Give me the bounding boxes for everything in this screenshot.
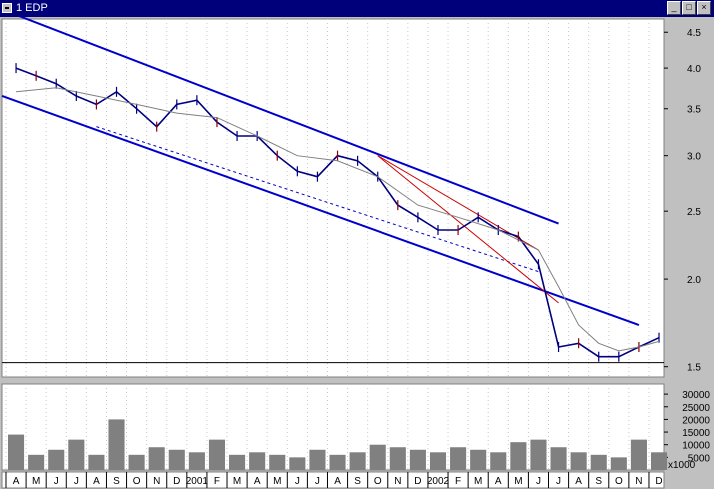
price-y-tick-label: 4.5 [687, 28, 701, 39]
x-tick-label: A [334, 476, 341, 487]
price-y-tick-label: 4.0 [687, 64, 701, 75]
x-tick-label: J [536, 476, 541, 487]
x-tick-label: A [495, 476, 502, 487]
volume-bar [28, 454, 45, 470]
volume-bar [8, 434, 25, 470]
volume-bar [289, 457, 306, 470]
x-tick-label: 2001 [186, 476, 209, 487]
price-y-tick-label: 3.5 [687, 105, 701, 116]
x-tick-label: D [173, 476, 180, 487]
volume-bar [309, 449, 326, 470]
x-axis: A M J J A S O N D 2001 F M A M J J A S O N D 2002 F M A M J J A S O N D [1, 471, 665, 489]
x-tick-label: D [414, 476, 421, 487]
x-tick-label: J [74, 476, 79, 487]
volume-bar [389, 447, 406, 470]
x-tick-label: M [273, 476, 281, 487]
volume-bar [530, 439, 547, 470]
volume-bar [369, 444, 386, 470]
volume-bar [610, 457, 627, 470]
x-tick-label: A [575, 476, 582, 487]
x-tick-label: F [214, 476, 220, 487]
x-tick-label: J [295, 476, 300, 487]
volume-bar [450, 447, 467, 470]
price-plot-background [1, 18, 665, 378]
x-tick-label: S [354, 476, 361, 487]
volume-bar [48, 449, 65, 470]
volume-bar [188, 452, 205, 470]
x-tick-label: N [153, 476, 160, 487]
title-bar[interactable]: 1 EDP _ □ × [0, 0, 714, 17]
volume-bar [590, 454, 607, 470]
minimize-button[interactable]: _ [667, 1, 681, 15]
x-tick-label: O [133, 476, 141, 487]
x-tick-label: M [32, 476, 40, 487]
x-tick-label: A [13, 476, 20, 487]
x-tick-label: N [635, 476, 642, 487]
volume-bar [229, 454, 246, 470]
x-axis-strip [1, 471, 665, 489]
x-tick-label: M [514, 476, 522, 487]
volume-bar [88, 454, 105, 470]
volume-bar [409, 449, 426, 470]
price-y-tick-label: 2.5 [687, 207, 701, 218]
price-y-tick-label: 2.0 [687, 275, 701, 286]
x-tick-label: 2002 [427, 476, 450, 487]
x-tick-label: D [655, 476, 662, 487]
x-tick-label: S [113, 476, 120, 487]
volume-y-tick-label: 20000 [682, 415, 710, 426]
volume-bar [510, 442, 527, 470]
volume-bar [429, 452, 447, 470]
volume-bar [68, 439, 85, 470]
annotation-channel-lower [1, 95, 640, 326]
volume-bar [329, 454, 346, 470]
x-tick-label: J [54, 476, 59, 487]
x-tick-label: N [394, 476, 401, 487]
x-tick-label: A [93, 476, 100, 487]
annotation-trend-red [377, 155, 559, 304]
close-button[interactable]: × [697, 1, 711, 15]
volume-bar [630, 439, 647, 470]
volume-y-tick-label: 10000 [682, 441, 710, 452]
volume-y-tick-label: 30000 [682, 390, 710, 401]
volume-bar [470, 449, 487, 470]
volume-bar [550, 447, 567, 470]
x-tick-label: M [474, 476, 482, 487]
x-tick-label: J [315, 476, 320, 487]
price-panel: 1.5 2.0 2.5 3.0 3.5 4.0 4.5 [1, 17, 701, 378]
window-menu-icon[interactable] [2, 3, 12, 13]
volume-y-tick-label: 15000 [682, 428, 710, 439]
volume-bar [490, 452, 507, 470]
volume-bar [208, 439, 226, 470]
x-tick-label: F [455, 476, 461, 487]
volume-bar [148, 447, 165, 470]
volume-bar [108, 419, 125, 470]
volume-unit-label: x1000 [668, 460, 696, 471]
x-tick-label: A [254, 476, 261, 487]
volume-bar [349, 452, 366, 470]
volume-y-tick-label: 25000 [682, 403, 710, 414]
volume-bar [128, 454, 145, 470]
volume-y-tick-label: 5000 [688, 453, 711, 464]
price-y-tick-label: 3.0 [687, 152, 701, 163]
volume-bar [650, 452, 668, 470]
price-y-tick-label: 1.5 [687, 363, 701, 374]
maximize-button[interactable]: □ [682, 1, 696, 15]
x-tick-label: O [615, 476, 623, 487]
x-tick-label: O [374, 476, 382, 487]
window-title: 1 EDP [16, 2, 48, 14]
x-tick-label: J [556, 476, 561, 487]
volume-bar [570, 452, 587, 470]
volume-bar [269, 454, 286, 470]
x-tick-label: S [595, 476, 602, 487]
moving-average-line [15, 87, 660, 352]
annotation-channel-upper [18, 17, 559, 225]
volume-bar [168, 449, 185, 470]
volume-bar [249, 452, 266, 470]
x-tick-label: M [233, 476, 241, 487]
